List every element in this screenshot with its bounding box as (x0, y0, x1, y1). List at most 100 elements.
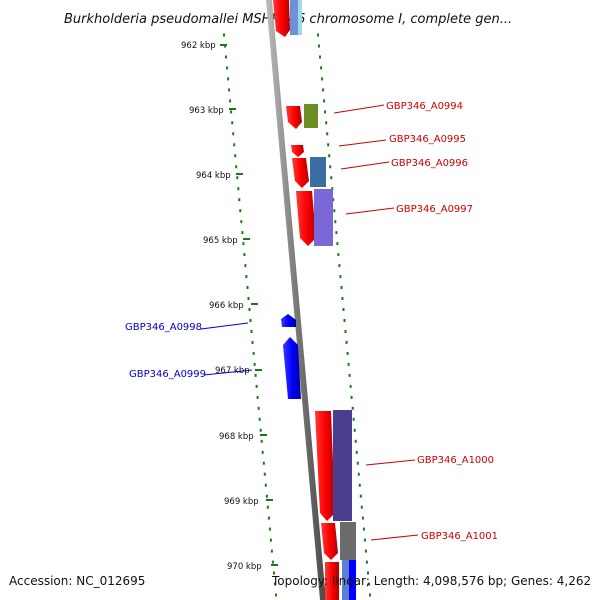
ruler-dot (262, 461, 265, 465)
ruler-dot (358, 483, 361, 487)
ruler-dot (254, 373, 257, 377)
gene-label[interactable]: GBP346_A0999 (129, 369, 206, 380)
ruler-dot (331, 187, 334, 191)
ruler-dot (255, 384, 258, 388)
tick-label: 967 kbp (215, 366, 250, 376)
ruler-dot (258, 417, 261, 421)
gene-arrow[interactable] (283, 337, 301, 399)
ruler-dot (268, 527, 271, 531)
ruler-dot (266, 505, 269, 509)
ruler-dot (350, 395, 353, 399)
ruler-dot (234, 154, 237, 158)
gene-GBP346_A1000[interactable]: GBP346_A1000 (315, 410, 494, 521)
tick-label: 966 kbp (209, 301, 244, 311)
ruler-dot (230, 110, 233, 114)
ruler-dot (231, 121, 234, 125)
gene-domain-band (310, 157, 326, 187)
ruler-dot (324, 110, 327, 114)
ruler-dot (320, 66, 323, 70)
ruler-dot (250, 330, 253, 333)
gene-GBP346_A0994[interactable]: GBP346_A0994 (286, 101, 463, 129)
gene-arrow[interactable] (321, 523, 338, 560)
ruler-dot (273, 571, 275, 575)
gene-domain-band (314, 189, 333, 246)
ruler-dot (263, 472, 266, 476)
gene-arrow[interactable] (286, 106, 302, 129)
gene-GBP346_A0996[interactable]: GBP346_A0996 (292, 157, 468, 188)
gene-arrow[interactable] (315, 411, 335, 521)
ruler-dot (359, 494, 362, 498)
ruler-dot (336, 242, 339, 246)
ruler-dot (326, 132, 329, 136)
gene-GBP346_A1001[interactable]: GBP346_A1001 (321, 522, 498, 560)
ruler-dot (327, 143, 330, 147)
gene-label-line (345, 207, 395, 215)
ruler-dot (365, 560, 368, 564)
ruler-dot (264, 483, 267, 487)
ruler-right-dots (317, 33, 371, 597)
ruler-dot (253, 362, 256, 366)
ruler-dot (226, 66, 229, 70)
ruler-dot (241, 231, 244, 235)
ruler-dot (339, 275, 342, 279)
gene-label[interactable]: GBP346_A0994 (386, 101, 463, 112)
ruler-dot (343, 319, 346, 322)
ruler-dot (346, 351, 349, 355)
genome-summary: Topology: linear; Length: 4,098,576 bp; … (272, 574, 592, 588)
gene-arrow[interactable] (281, 314, 296, 327)
ruler-dot (261, 450, 264, 454)
ruler-dot (335, 231, 338, 235)
gene-partial-top-red (273, 0, 290, 37)
gene-label[interactable]: GBP346_A0998 (125, 322, 202, 333)
gene-GBP346_A0995[interactable]: GBP346_A0995 (291, 134, 466, 157)
gene-label-line (365, 459, 416, 466)
ruler-dot (356, 461, 359, 465)
ruler-dot (235, 165, 238, 169)
ruler-dot (338, 264, 341, 268)
gene-GBP346_A0997[interactable]: GBP346_A0997 (296, 189, 473, 246)
ruler-dot (322, 88, 325, 92)
gene-partial-top-band2 (298, 0, 302, 35)
gene-label[interactable]: GBP346_A1001 (421, 531, 498, 542)
ruler-dot (334, 220, 337, 224)
gene-partial-top-band (290, 0, 298, 35)
gene-arrow[interactable] (292, 158, 309, 188)
ruler-dot (228, 88, 231, 92)
ruler-dot (243, 253, 246, 257)
ruler-dot (249, 319, 252, 322)
ruler-dot (351, 406, 354, 410)
gene-label[interactable]: GBP346_A0997 (396, 204, 473, 215)
gene-partial-bottom-red (325, 562, 339, 600)
tick-label: 970 kbp (227, 562, 262, 572)
ruler-dot (367, 571, 369, 575)
gene-GBP346_A0998[interactable]: GBP346_A0998 (125, 314, 296, 333)
tick-label: 965 kbp (203, 236, 238, 246)
ruler-dot (342, 308, 345, 311)
ruler-dot (330, 176, 333, 180)
gene-GBP346_A0999[interactable]: GBP346_A0999 (129, 337, 301, 399)
ruler-dot (270, 549, 273, 553)
ruler-dot (240, 220, 243, 224)
tick-label: 962 kbp (181, 41, 216, 51)
ruler-dot (244, 264, 247, 268)
gene-arrow[interactable] (291, 145, 304, 157)
chromosome-backbone (266, 0, 326, 600)
gene-label-line (333, 104, 385, 114)
ruler-dot (348, 373, 351, 377)
gene-label[interactable]: GBP346_A0995 (389, 134, 466, 145)
ruler-dot (345, 341, 348, 344)
ruler-dot (248, 308, 251, 311)
ruler-dot (369, 593, 371, 597)
ruler-dot (225, 55, 227, 59)
gene-arrow[interactable] (296, 191, 316, 246)
ruler-dot (333, 209, 336, 213)
ruler-dot (337, 253, 340, 257)
ruler-dot (321, 77, 324, 81)
ruler-dot (271, 560, 274, 564)
gene-label[interactable]: GBP346_A1000 (417, 455, 494, 466)
ruler-dot (355, 450, 358, 454)
ruler-dot (232, 132, 235, 136)
gene-label[interactable]: GBP346_A0996 (391, 158, 468, 169)
ruler-dot (256, 395, 259, 399)
ruler-dot (229, 99, 232, 103)
